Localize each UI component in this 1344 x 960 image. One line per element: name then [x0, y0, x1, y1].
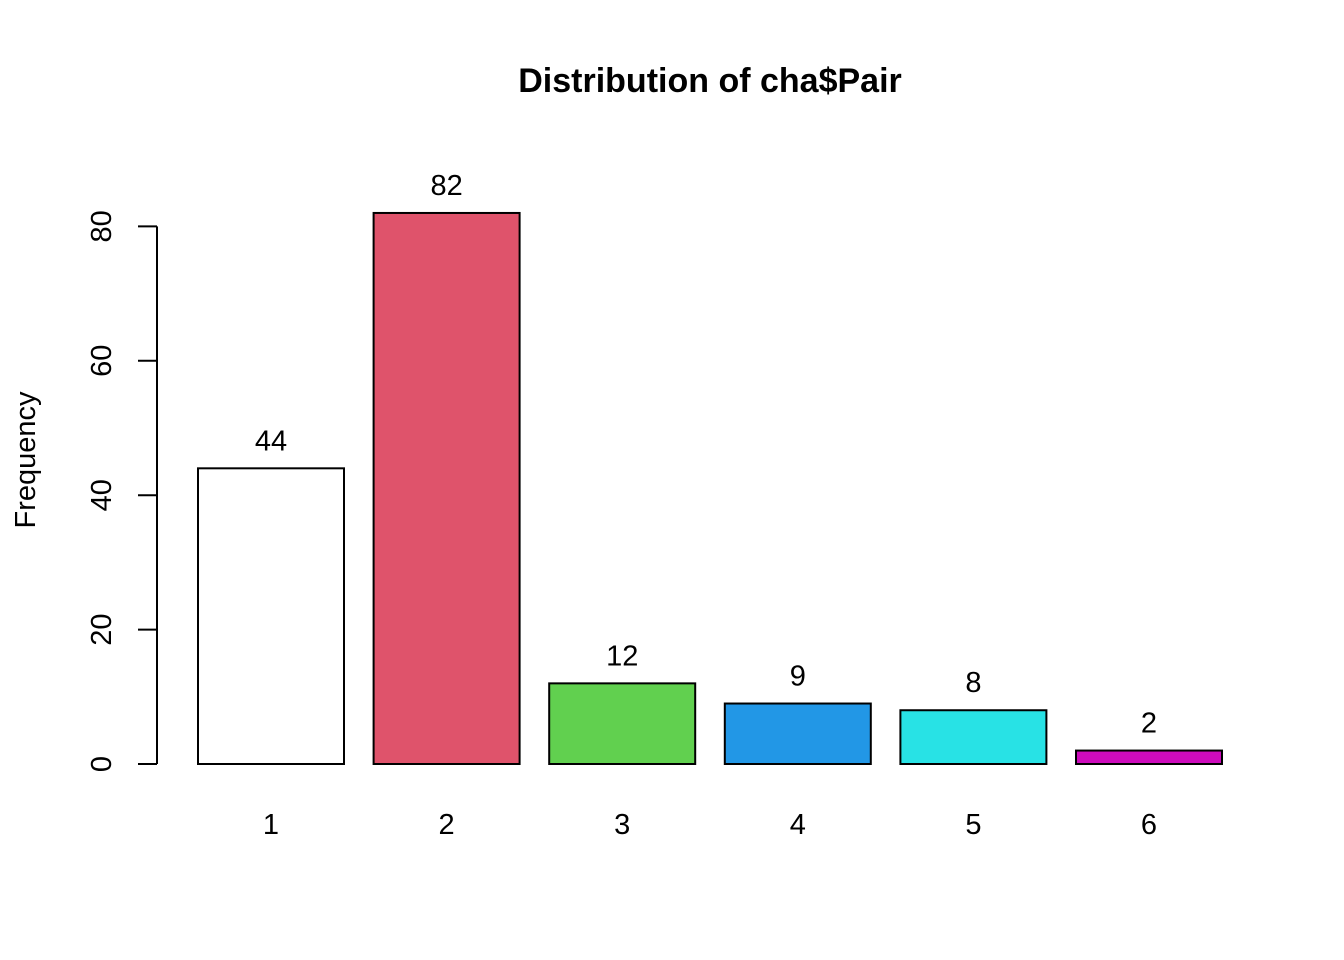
bar-3: [548, 682, 697, 765]
data-label-5: 8: [965, 667, 981, 699]
data-label-3: 12: [606, 640, 638, 672]
x-tick-label-5: 5: [965, 809, 981, 841]
y-tick-label: 40: [86, 479, 118, 511]
x-tick-labels-group: 1 2 3 4 5 6: [263, 809, 1157, 841]
bar-6: [1075, 749, 1223, 765]
y-tick-label: 80: [86, 210, 118, 242]
data-label-1: 44: [255, 425, 287, 457]
y-tick-label: 20: [86, 613, 118, 645]
bars-group: [197, 211, 1223, 766]
x-tick-label-4: 4: [790, 809, 806, 841]
bar-5: [899, 709, 1048, 765]
x-tick-label-1: 1: [263, 809, 279, 841]
data-label-6: 2: [1141, 708, 1157, 740]
chart-title: Distribution of cha$Pair: [518, 62, 902, 100]
bar-4: [723, 702, 872, 766]
y-tick-label: 0: [86, 756, 118, 772]
y-axis: 0 20 40 60 80: [86, 210, 158, 772]
x-tick-label-2: 2: [439, 809, 455, 841]
y-tick-label: 60: [86, 345, 118, 377]
x-tick-label-3: 3: [614, 809, 630, 841]
data-label-4: 9: [790, 661, 806, 693]
y-axis-label: Frequency: [10, 391, 42, 529]
data-label-2: 82: [430, 170, 462, 202]
bar-1: [197, 467, 345, 765]
bar-2: [372, 211, 521, 765]
x-tick-label-6: 6: [1141, 809, 1157, 841]
